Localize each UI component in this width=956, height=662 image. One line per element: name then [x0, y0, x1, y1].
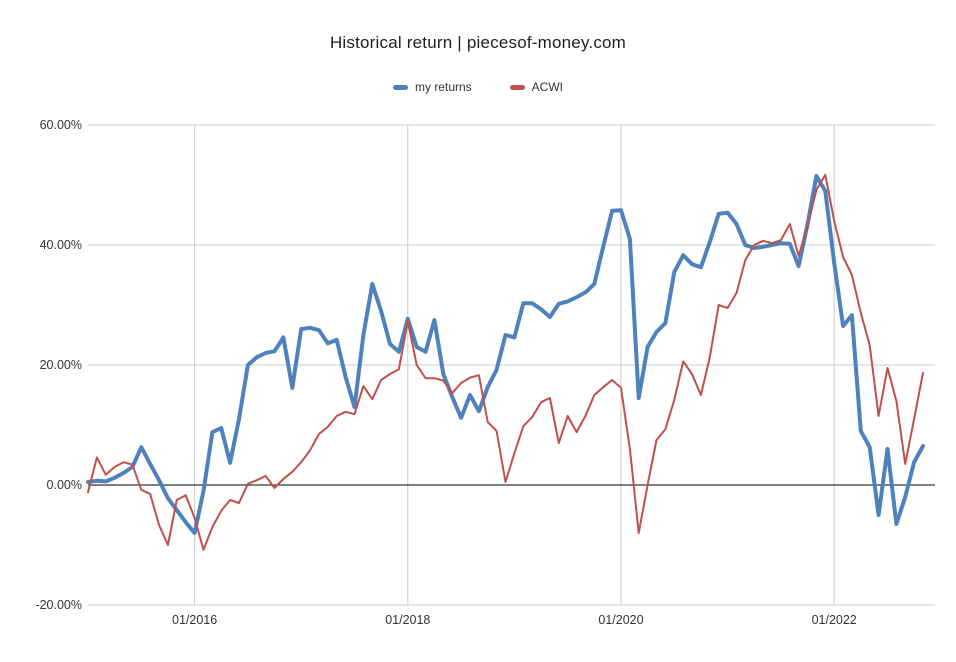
legend-item-my-returns[interactable]: my returns	[392, 80, 472, 94]
legend-label: my returns	[414, 80, 472, 94]
x-axis-label-01/2016: 01/2016	[172, 613, 218, 627]
legend: my returns ACWI	[0, 80, 956, 94]
y-axis-label-40.00%: 40.00%	[39, 238, 82, 252]
legend-label: ACWI	[531, 80, 564, 94]
chart-title: Historical return | piecesof-money.com	[329, 33, 627, 52]
y-axis-label-0.00%: 0.00%	[46, 478, 82, 492]
series-line-my-returns[interactable]	[86, 174, 925, 535]
x-axis-label-01/2022: 01/2022	[811, 613, 857, 627]
series-line-ACWI[interactable]	[87, 173, 924, 551]
x-axis-label-01/2018: 01/2018	[385, 613, 431, 627]
x-axis-label-01/2020: 01/2020	[598, 613, 644, 627]
legend-swatch-icon	[509, 84, 525, 90]
y-axis-label--20.00%: -20.00%	[35, 598, 82, 612]
y-axis-label-20.00%: 20.00%	[39, 358, 82, 372]
y-axis-label-60.00%: 60.00%	[39, 118, 82, 132]
legend-swatch-icon	[392, 84, 408, 90]
legend-item-ACWI[interactable]: ACWI	[509, 80, 564, 94]
